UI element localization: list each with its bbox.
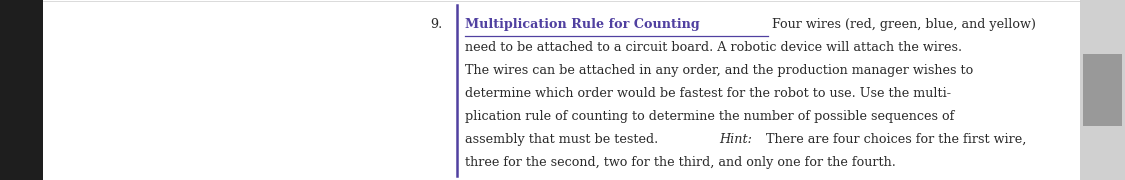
Text: Multiplication Rule for Counting: Multiplication Rule for Counting — [465, 18, 700, 31]
Text: There are four choices for the first wire,: There are four choices for the first wir… — [762, 133, 1026, 146]
Text: 9.: 9. — [430, 18, 442, 31]
Text: Four wires (red, green, blue, and yellow): Four wires (red, green, blue, and yellow… — [767, 18, 1035, 31]
Text: plication rule of counting to determine the number of possible sequences of: plication rule of counting to determine … — [465, 110, 954, 123]
Text: three for the second, two for the third, and only one for the fourth.: three for the second, two for the third,… — [465, 156, 896, 169]
Text: determine which order would be fastest for the robot to use. Use the multi-: determine which order would be fastest f… — [465, 87, 951, 100]
Text: assembly that must be tested.: assembly that must be tested. — [465, 133, 662, 146]
Text: need to be attached to a circuit board. A robotic device will attach the wires.: need to be attached to a circuit board. … — [465, 41, 962, 54]
Bar — [1083, 54, 1122, 126]
Bar — [1080, 0, 1125, 180]
Text: The wires can be attached in any order, and the production manager wishes to: The wires can be attached in any order, … — [465, 64, 973, 77]
Text: Hint:: Hint: — [719, 133, 752, 146]
Bar — [0, 0, 43, 180]
